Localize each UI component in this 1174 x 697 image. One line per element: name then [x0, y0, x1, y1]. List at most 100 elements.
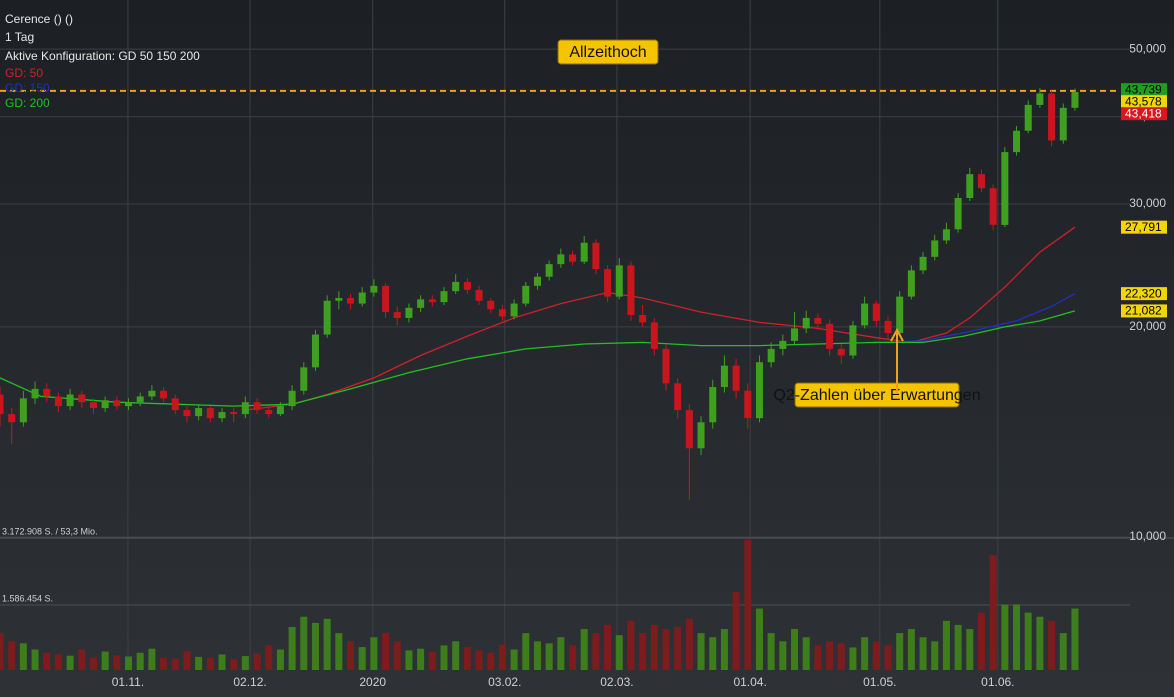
volume-bar	[428, 651, 436, 670]
volume-bar	[78, 649, 86, 670]
x-tick-label: 01.05.	[863, 675, 896, 689]
volume-bar	[171, 658, 179, 670]
title: Cerence () ()	[5, 12, 73, 26]
annotation-arrowhead	[890, 327, 904, 342]
volume-tick-label: 1.586.454 S.	[2, 593, 53, 603]
volume-bar	[896, 633, 904, 670]
volume-bar	[802, 637, 810, 670]
volume-bar	[919, 637, 927, 670]
annotation: Allzeithoch	[569, 44, 646, 61]
volume-bar	[440, 645, 448, 670]
candle-body	[1071, 92, 1079, 108]
price-tag-label: 43,739	[1125, 82, 1162, 96]
price-tag	[1121, 107, 1167, 121]
candle-body	[288, 390, 296, 407]
candle-body	[276, 406, 284, 415]
volume-bar	[183, 651, 191, 670]
candle-body	[323, 300, 331, 335]
price-tag-label: 43,418	[1125, 106, 1162, 120]
candle-body	[907, 270, 915, 297]
volume-bar	[884, 645, 892, 670]
candle-body	[452, 281, 460, 292]
candle-body	[533, 276, 541, 286]
volume-bar	[744, 540, 752, 670]
candle-body	[66, 394, 74, 407]
volume-bar	[650, 624, 658, 670]
volume-bar	[872, 641, 880, 670]
candle-body	[335, 298, 343, 301]
volume-bar	[615, 635, 623, 670]
candle-body	[709, 387, 717, 423]
volume-bar	[604, 624, 612, 670]
candle-body	[650, 322, 658, 349]
volume-bar	[382, 633, 390, 670]
candle-body	[767, 348, 775, 363]
volume-bar	[662, 629, 670, 670]
volume-bar	[31, 649, 39, 670]
candle-body	[919, 256, 927, 271]
interval: 1 Tag	[5, 30, 34, 44]
candle-body	[265, 410, 273, 415]
volume-bar	[206, 657, 214, 670]
config: Aktive Konfiguration: GD 50 150 200	[5, 49, 200, 63]
candle-body	[697, 422, 705, 449]
candle-body	[837, 348, 845, 356]
volume-bar	[125, 656, 133, 670]
volume-bar	[276, 649, 284, 670]
volume-bar	[1001, 604, 1009, 670]
candle-body	[253, 402, 261, 411]
candle-body	[791, 328, 799, 341]
candle-body	[639, 315, 647, 323]
volume-bar	[791, 629, 799, 670]
candle-body	[861, 303, 869, 326]
x-tick-label: 01.11.	[112, 675, 144, 689]
candle-body	[884, 320, 892, 334]
volume-bar	[1024, 612, 1032, 670]
price-tag-label: 43,578	[1125, 94, 1162, 108]
candle-body	[300, 367, 308, 391]
volume-bar	[463, 647, 471, 670]
volume-bar	[1059, 633, 1067, 670]
candle-body	[78, 394, 86, 403]
volume-bar	[697, 633, 705, 670]
x-tick-label: 02.12.	[233, 675, 266, 689]
candle-body	[545, 264, 553, 277]
volume-bar	[779, 641, 787, 670]
volume-bar	[113, 655, 121, 670]
candle-body	[8, 414, 16, 423]
legend-entry: GD: 200	[5, 96, 50, 110]
volume-bar	[393, 641, 401, 670]
volume-bar	[311, 622, 319, 670]
volume-bar	[954, 624, 962, 670]
candle-body	[382, 285, 390, 313]
candle-body	[195, 408, 203, 417]
candle-body	[370, 285, 378, 293]
volume-bar	[557, 637, 565, 670]
volume-bar	[861, 637, 869, 670]
candle-body	[101, 400, 109, 409]
volume-bar	[405, 650, 413, 670]
volume-bar	[195, 656, 203, 670]
volume-bar	[522, 633, 530, 670]
candle-body	[1036, 93, 1044, 105]
volume-bar	[942, 620, 950, 670]
volume-bar	[8, 641, 16, 670]
candle-body	[966, 174, 974, 198]
candle-body	[779, 340, 787, 349]
candle-body	[311, 334, 319, 368]
y-tick-label: 50,000	[1129, 41, 1166, 55]
candle-body	[148, 390, 156, 397]
candle-body	[171, 398, 179, 411]
candle-body	[113, 400, 121, 407]
annotation: Q2-Zahlen über Erwartungen	[773, 387, 980, 404]
candle-body	[580, 242, 588, 262]
price-tag	[1121, 220, 1167, 234]
candle-body	[487, 300, 495, 310]
candle-body	[627, 265, 635, 316]
candle-body	[89, 402, 97, 409]
candle-body	[872, 303, 880, 321]
candle-body	[428, 299, 436, 303]
volume-bar	[989, 555, 997, 670]
volume-bar	[674, 626, 682, 670]
volume-bar	[300, 616, 308, 670]
